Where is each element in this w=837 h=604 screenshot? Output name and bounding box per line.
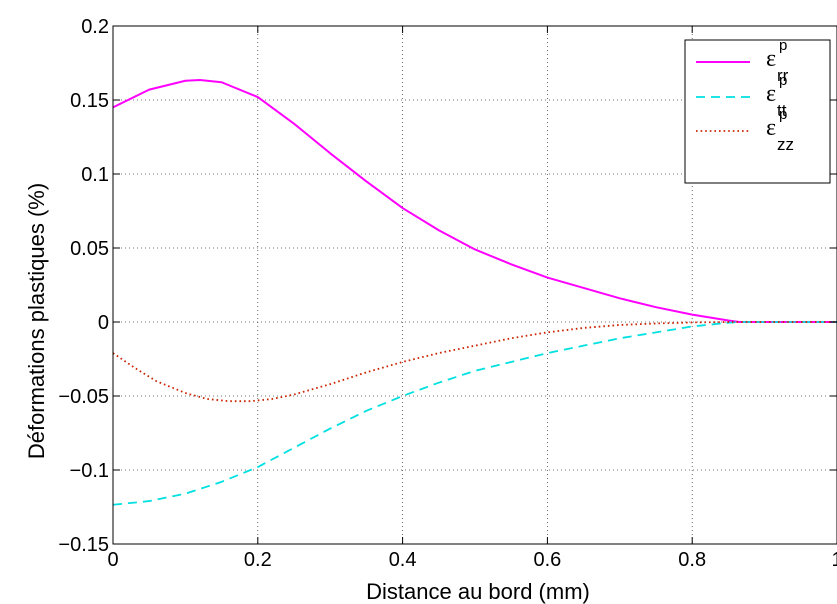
x-tick-label: 0.6 <box>533 549 561 571</box>
legend-box <box>684 39 831 184</box>
axis-ticks: 0 0.2 0.4 0.6 0.8 1 −0.15 −0.1 −0.05 0 0.05 0.1 0.15… <box>58 16 837 571</box>
legend-symbol: ε <box>766 115 776 141</box>
legend-superscript: p <box>779 106 787 123</box>
legend-superscript: p <box>779 37 787 54</box>
x-tick-label: 0.2 <box>244 549 272 571</box>
legend-subscript: rr <box>777 66 789 85</box>
y-tick-label: 0.1 <box>81 164 109 186</box>
x-tick-label: 0.8 <box>678 549 706 571</box>
x-tick-label: 0 <box>107 549 118 571</box>
y-tick-label: 0 <box>98 312 109 334</box>
y-tick-label: 0.2 <box>81 16 109 38</box>
y-tick-label: 0.15 <box>70 90 109 112</box>
legend-subscript: zz <box>777 135 794 154</box>
series-line-rr <box>112 79 837 323</box>
y-axis-title: Déformations plastiques (%) <box>24 183 49 459</box>
y-tick-label: −0.05 <box>58 386 109 408</box>
x-tick-label: 1 <box>831 549 837 571</box>
series-line-zz <box>112 321 837 403</box>
y-tick-label: −0.15 <box>58 534 109 556</box>
legend-symbol: ε <box>766 81 776 107</box>
legend-subscript: tt <box>777 101 787 120</box>
x-axis-title: Distance au bord (mm) <box>366 579 590 604</box>
y-tick-label: −0.1 <box>70 460 109 482</box>
x-tick-label: 0.4 <box>389 549 417 571</box>
grid <box>113 26 837 544</box>
legend-superscript: p <box>779 72 787 89</box>
legend-symbol: ε <box>766 46 776 72</box>
plot-frame <box>112 25 837 545</box>
series-lines <box>112 79 837 506</box>
series-line-tt <box>112 321 837 506</box>
y-tick-label: 0.05 <box>70 238 109 260</box>
